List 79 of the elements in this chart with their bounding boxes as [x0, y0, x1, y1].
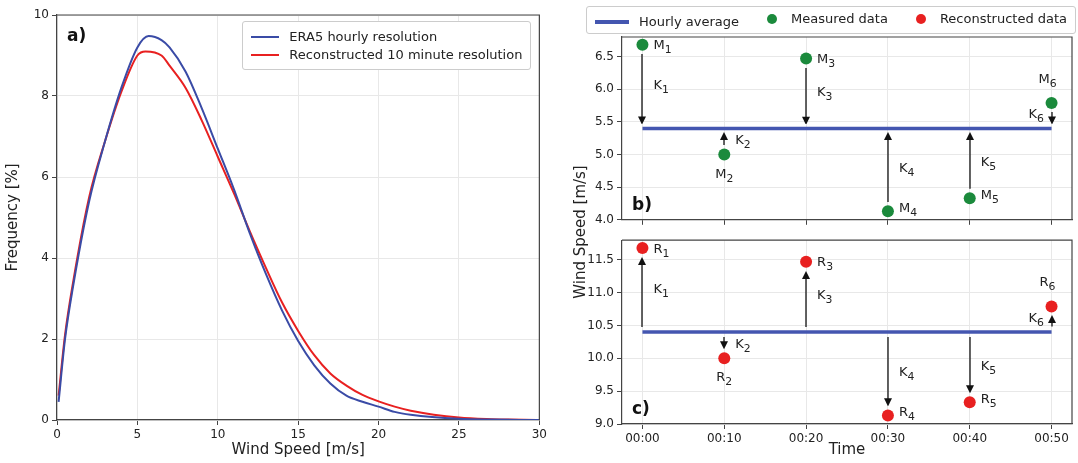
point: [881, 205, 894, 218]
annotation: M$_{3}$: [817, 51, 836, 70]
annotation: K$_{4}$: [898, 160, 915, 179]
point: [636, 242, 649, 255]
x-tick-label: 00:30: [870, 431, 906, 446]
annotation: b): [632, 193, 652, 214]
y-tick-label: 2: [41, 331, 49, 346]
y-axis-title: Wind Speed [m/s]: [570, 165, 589, 299]
point: [1045, 300, 1058, 313]
y-tick-label: 6.5: [594, 48, 614, 63]
y-tick-label: 9.5: [594, 383, 614, 398]
y-tick-label: 5.5: [594, 114, 614, 128]
x-tick-label: 0: [53, 427, 61, 442]
annotation: K$_{6}$: [1028, 309, 1044, 329]
annotation: R$_{4}$: [898, 403, 915, 423]
annotation: K$_{1}$: [653, 280, 669, 300]
annotation: K$_{2}$: [735, 335, 751, 355]
x-tick-label: 00:10: [706, 431, 742, 446]
point: [718, 352, 731, 365]
y-tick-label: 8: [41, 88, 49, 103]
annotation: R$_{1}$: [653, 240, 670, 260]
x-tick-label: 00:40: [952, 431, 988, 446]
point: [963, 396, 976, 409]
point: [718, 148, 731, 161]
annotation: a): [67, 25, 87, 45]
annotation: R$_{3}$: [817, 254, 834, 273]
annotation: M$_{2}$: [715, 165, 734, 185]
y-tick-label: 10.0: [587, 350, 614, 365]
annotation: K$_{3}$: [817, 83, 833, 103]
point: [800, 52, 813, 65]
annotation: K$_{2}$: [735, 131, 751, 151]
legend-label: Hourly average: [639, 14, 739, 29]
annotation: M$_{1}$: [653, 37, 672, 56]
y-tick-label: 9.0: [594, 416, 614, 431]
annotation: K$_{6}$: [1028, 106, 1044, 125]
point: [1045, 96, 1058, 109]
annotation: K$_{4}$: [898, 364, 915, 383]
x-tick-label: 00:20: [788, 431, 824, 446]
annotation: R$_{5}$: [980, 390, 997, 410]
y-tick-label: 11.5: [587, 252, 614, 267]
x-axis-title: Wind Speed [m/s]: [231, 439, 365, 458]
annotation: c): [632, 398, 650, 418]
point: [800, 255, 813, 268]
legend-label: Reconstructed 10 minute resolution: [289, 47, 523, 62]
legend-label: ERA5 hourly resolution: [289, 29, 438, 44]
annotation: K$_{5}$: [980, 357, 997, 377]
x-tick-label: 30: [531, 427, 548, 442]
x-tick-label: 10: [210, 427, 226, 442]
y-tick-label: 4.5: [594, 179, 614, 194]
annotation: M$_{5}$: [980, 186, 999, 206]
y-tick-label: 4.0: [594, 211, 614, 226]
y-tick-label: 11.0: [587, 284, 614, 299]
y-tick-label: 5.0: [594, 146, 614, 161]
y-tick-label: 0: [41, 412, 49, 427]
y-tick-label: 4: [41, 250, 49, 265]
x-tick-label: 25: [451, 427, 467, 442]
point: [963, 192, 976, 205]
legend-label: Reconstructed data: [939, 11, 1068, 26]
annotation: K$_{1}$: [653, 77, 669, 96]
y-tick-label: 6.0: [594, 81, 614, 96]
x-tick-label: 00:50: [1034, 431, 1069, 446]
x-tick-label: 15: [290, 427, 306, 442]
y-tick-label: 6: [41, 169, 49, 184]
annotation: R$_{2}$: [716, 369, 733, 388]
annotation: R$_{6}$: [1039, 274, 1056, 294]
y-axis-title: Frequency [%]: [2, 163, 21, 272]
annotation: M$_{6}$: [1038, 70, 1057, 90]
y-tick-label: 10.5: [587, 317, 614, 332]
annotation: M$_{4}$: [898, 199, 918, 219]
point: [636, 38, 649, 51]
x-tick-label: 00:00: [625, 431, 660, 446]
point: [881, 409, 894, 422]
annotation: K$_{3}$: [817, 287, 833, 307]
x-axis-title: Time: [827, 439, 866, 458]
annotation: K$_{5}$: [980, 153, 997, 173]
x-tick-label: 20: [370, 427, 387, 442]
legend-label: Measured data: [790, 11, 888, 26]
y-tick-label: 10: [33, 7, 49, 22]
x-tick-label: 5: [133, 427, 142, 442]
